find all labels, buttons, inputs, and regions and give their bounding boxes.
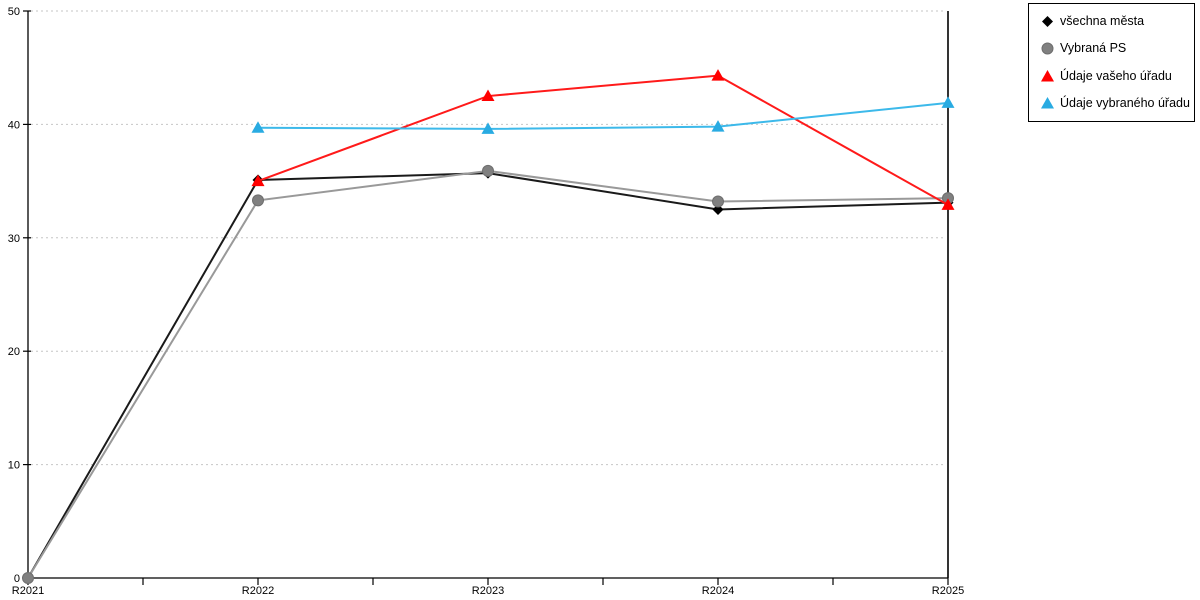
triangle-marker [941,96,955,108]
x-tick-label: R2021 [12,585,44,597]
legend-item-0: všechna města [1040,13,1194,29]
circle-marker [482,164,494,177]
series-2 [251,69,955,210]
series-line [27,172,949,579]
triangle-marker [711,69,725,81]
triangle-marker [1041,97,1054,109]
legend-label: všechna města [1060,13,1145,28]
circle-marker [712,195,724,208]
triangle-marker [711,120,725,132]
legend-item-1: Vybraná PS [1040,41,1194,57]
x-tick-label: R2025 [932,585,964,597]
series-1 [22,164,954,584]
triangle-legend-icon [1041,97,1054,109]
y-tick-label: 50 [8,6,20,18]
triangle-marker [941,198,955,210]
circle-marker [22,572,34,584]
y-tick-label: 0 [14,573,20,585]
series-line [257,74,949,206]
legend: všechna města Vybraná PS Údaje vašeho úřad… [1028,3,1195,122]
legend-label: Údaje vybraného úřadu [1060,96,1190,111]
x-tick-label: R2023 [472,585,504,597]
circle-marker [1041,42,1054,55]
triangle-marker [481,122,495,134]
legend-item-2: Údaje vašeho úřadu [1040,68,1194,84]
gridlines [31,10,946,466]
circle-marker [252,194,264,207]
triangle-legend-icon [1041,69,1054,82]
legend-label: Údaje vašeho úřadu [1060,68,1172,83]
series-line [27,169,949,579]
triangle-marker [251,174,265,187]
x-tick-label: R2022 [242,585,274,597]
legend-label: Vybraná PS [1060,41,1127,56]
series-line [257,101,949,130]
series-3 [251,96,955,134]
triangle-marker [481,89,495,102]
y-tick-label: 40 [8,119,20,131]
x-tick-label: R2024 [702,585,734,597]
diamond-legend-icon [1042,15,1053,27]
legend-item-3: Údaje vybraného úřadu [1040,96,1194,112]
diamond-marker [1042,15,1053,27]
series-0 [22,167,954,584]
circle-legend-icon [1041,42,1054,55]
y-tick-label: 20 [8,346,20,358]
y-tick-label: 30 [8,233,20,245]
triangle-marker [1041,69,1054,82]
y-tick-label: 10 [8,460,20,472]
triangle-marker [251,121,265,133]
